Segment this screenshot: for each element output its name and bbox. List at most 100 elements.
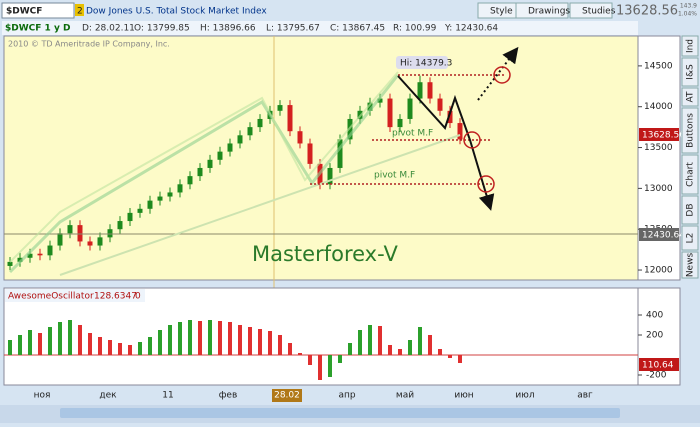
side-tab-label[interactable]: Ind [686,39,696,53]
x-tick-label: июн [454,391,473,401]
candle-body [177,184,183,193]
info-close: C: 13867.45 [330,24,385,34]
toolbar-button-label[interactable]: Style [490,7,513,17]
change: 143.9 [680,3,697,10]
oscillator-bar [318,355,322,380]
candle-body [277,105,283,111]
oscillator-bar [378,326,382,355]
info-open: O: 13799.85 [134,24,190,34]
candle-body [307,143,313,164]
info-low: L: 13795.67 [266,24,320,34]
side-tab[interactable] [681,57,699,87]
oscillator-bar [28,330,32,355]
oscillator-bar [398,349,402,355]
side-tab-label[interactable]: Buttons [686,113,696,148]
side-tab[interactable] [681,35,699,57]
side-tab-label[interactable]: DB [686,203,696,216]
link-number[interactable]: 2 [77,7,83,17]
candle-body [387,98,393,128]
side-tab[interactable] [681,87,699,107]
oscillator-bar [268,331,272,355]
candle-body [417,82,423,99]
candle-body [257,118,263,128]
candle-body [67,225,73,234]
oscillator-bar [98,337,102,355]
side-tab[interactable] [681,195,699,225]
x-tick-label: авг [577,391,593,401]
toolbar-button-label[interactable]: Drawings [528,7,570,17]
x-tick-label: 28.02 [274,391,300,401]
trend-channel [8,74,400,274]
oscillator-bar [238,325,242,355]
candle-body [247,127,253,136]
price-axis [637,35,681,281]
candle-body [7,261,13,266]
candle-body [77,225,83,242]
candle-body [187,176,193,185]
oscillator-bar [358,330,362,355]
oscillator-bar [138,342,142,355]
oscillator-bar [88,333,92,355]
side-tab[interactable] [681,107,699,154]
candle-body [297,131,303,144]
candle-body [197,167,203,177]
oscillator-bar [248,327,252,355]
side-tab-label[interactable]: L2 [686,233,696,244]
oscillator-bar [368,325,372,355]
pivot-label: pivot M.F [374,171,415,181]
candle-body [367,102,373,111]
side-tab[interactable] [681,225,699,251]
side-tab[interactable] [681,154,699,195]
oscillator-bar [198,321,202,355]
oscillator-bar [218,321,222,355]
side-tab-label[interactable]: I&S [686,64,696,80]
oscillator-bar [38,333,42,355]
pivot-circle [463,131,481,149]
toolbar-button-label[interactable]: Studies [582,7,616,17]
candle-body [427,82,433,99]
toolbar-button[interactable] [515,2,569,19]
symbol[interactable]: $DWCF [6,7,42,17]
oscillator-param: 0 [135,292,141,302]
oscillator-value: 128.6347 [94,292,137,302]
oscillator-bar [408,340,412,355]
candle-body [227,143,233,152]
side-tab-label[interactable]: AT [686,91,696,102]
side-tab-label[interactable]: Chart [686,162,696,187]
oscillator-bar [108,340,112,355]
oscillator-bar [48,327,52,355]
candle-body [337,139,343,168]
side-tab-label[interactable]: News [686,253,696,278]
price-tag-label: 13628.56 [642,131,685,141]
oscillator-bar [278,335,282,355]
x-tick-label: ноя [34,391,51,401]
candle-body [157,196,163,201]
price-tag [639,228,679,241]
x-tick-label: май [396,391,414,401]
info-bar [2,21,638,35]
pivot-circle [477,175,495,193]
symbol-box[interactable] [1,2,75,19]
oscillator-bar [8,340,12,355]
candle-body [217,151,223,160]
pivot-circle [493,66,511,84]
info-high: H: 13896.66 [200,24,256,34]
candle-body [17,257,23,262]
info-date: D: 28.02.11 [82,24,135,34]
x-tick-label: дек [99,391,117,401]
side-tab[interactable] [681,251,699,279]
oscillator-bar [348,343,352,355]
oscillator-bar [158,330,162,355]
oscillator-bar [298,353,302,355]
forecast-arrow [397,75,495,211]
link-box[interactable] [75,4,84,16]
oscillator-bar [388,345,392,355]
oscillator-bar [228,322,232,355]
y-tick-label: 14500 [644,61,673,71]
toolbar-button[interactable] [569,2,613,19]
x-tick-label: 11 [162,391,173,401]
candle-body [397,118,403,128]
scroll-thumb[interactable] [60,408,620,418]
candle-body [237,135,243,144]
